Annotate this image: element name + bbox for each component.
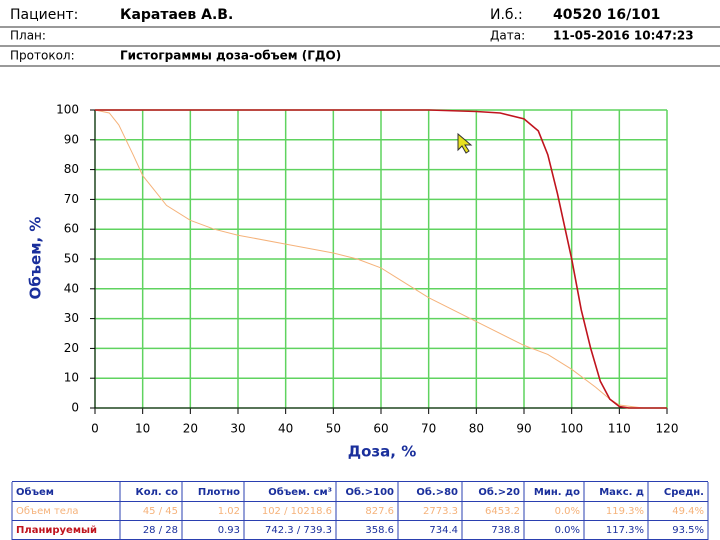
y-tick-label: 0 xyxy=(71,401,79,415)
header-label: План: xyxy=(10,29,46,43)
table-header: Макс. д xyxy=(599,487,644,498)
table-cell: Планируемый xyxy=(16,525,97,536)
y-tick-label: 30 xyxy=(64,311,79,325)
x-tick-label: 0 xyxy=(91,422,99,436)
x-tick-label: 70 xyxy=(421,422,436,436)
header-value: Гистограммы доза-объем (ГДО) xyxy=(120,49,341,63)
y-tick-label: 20 xyxy=(64,341,79,355)
header-label: Пациент: xyxy=(10,7,78,23)
table-cell: 0.0% xyxy=(555,525,580,536)
cursor xyxy=(457,132,473,154)
header-label: Дата: xyxy=(490,29,525,43)
table-cell: 49.4% xyxy=(672,506,704,517)
y-tick-label: 10 xyxy=(64,371,79,385)
header-value: Каратаев А.В. xyxy=(120,7,233,23)
header-value: 11-05-2016 10:47:23 xyxy=(553,29,694,43)
table-cell: 119.3% xyxy=(606,506,644,517)
y-tick-label: 100 xyxy=(56,103,79,117)
table-cell: 742.3 / 739.3 xyxy=(265,525,332,536)
y-tick-label: 50 xyxy=(64,252,79,266)
x-tick-label: 90 xyxy=(516,422,531,436)
x-tick-label: 10 xyxy=(135,422,150,436)
x-tick-label: 100 xyxy=(560,422,583,436)
x-tick-label: 50 xyxy=(326,422,341,436)
x-tick-label: 20 xyxy=(183,422,198,436)
table-cell: 1.02 xyxy=(218,506,240,517)
y-tick-label: 70 xyxy=(64,192,79,206)
table-cell: 93.5% xyxy=(672,525,704,536)
y-tick-label: 40 xyxy=(64,281,79,295)
x-tick-label: 60 xyxy=(373,422,388,436)
table-header: Средн. xyxy=(664,487,704,498)
table-header: Объем. см³ xyxy=(268,486,332,498)
header-label: Протокол: xyxy=(10,49,75,63)
table-cell: 6453.2 xyxy=(485,506,520,517)
table-cell: Объем тела xyxy=(16,506,78,517)
table-cell: 738.8 xyxy=(491,525,520,536)
table: Объем Кол. со Плотно Объем. см³ Об.>100 Об.>8… xyxy=(11,481,709,540)
x-axis-label: Доза, % xyxy=(348,443,416,461)
table-header: Мин. до xyxy=(534,487,580,498)
series-line xyxy=(95,109,667,409)
table-cell: 117.3% xyxy=(606,525,644,536)
header-lines xyxy=(0,26,720,67)
header-value: 40520 16/101 xyxy=(553,7,660,23)
y-axis-label: Объем, % xyxy=(27,217,45,300)
table-cell: 0.93 xyxy=(218,525,240,536)
table-cell: 358.6 xyxy=(365,525,394,536)
x-tick-label: 80 xyxy=(469,422,484,436)
table-header: Об.>100 xyxy=(345,486,394,498)
table-cell: 0.0% xyxy=(555,506,580,517)
table-cell: 827.6 xyxy=(365,506,394,517)
table-header: Об.>20 xyxy=(478,486,520,498)
table-header: Плотно xyxy=(198,487,240,498)
header-label: И.б.: xyxy=(490,7,523,23)
y-tick-label: 80 xyxy=(64,162,79,176)
table-header: Об.>80 xyxy=(416,486,458,498)
table-cell: 2773.3 xyxy=(423,506,458,517)
series-line xyxy=(94,109,667,409)
table-header: Объем xyxy=(16,486,54,498)
y-tick-label: 90 xyxy=(64,132,79,146)
table-cell: 102 / 10218.6 xyxy=(262,506,332,517)
y-tick-label: 60 xyxy=(64,222,79,236)
x-tick-label: 30 xyxy=(230,422,245,436)
x-tick-label: 110 xyxy=(608,422,631,436)
table-header: Кол. со xyxy=(136,487,179,498)
table-cell: 28 / 28 xyxy=(143,525,178,536)
x-tick-label: 40 xyxy=(278,422,293,436)
table-cell: 734.4 xyxy=(429,525,458,536)
x-tick-label: 120 xyxy=(656,422,679,436)
chart: 0 10 20 30 40 50 60 70 80 90 100 110 120 0 10 20 30 40 50 6… xyxy=(27,103,679,461)
table-cell: 45 / 45 xyxy=(143,506,178,517)
